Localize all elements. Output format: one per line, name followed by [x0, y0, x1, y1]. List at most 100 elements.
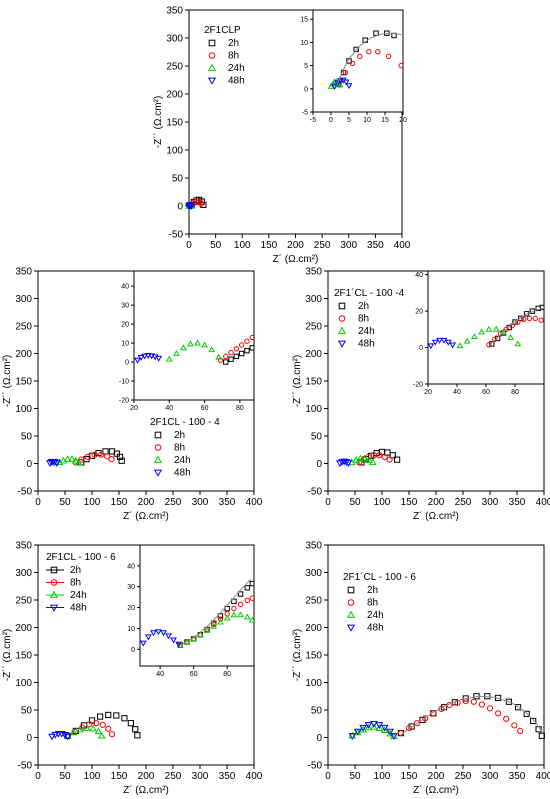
x-tick-label: 5	[347, 117, 351, 124]
x-tick-label: 400	[246, 497, 263, 508]
y-tick-label: 0	[131, 647, 135, 654]
point-24h	[356, 454, 365, 462]
point-48h	[431, 339, 439, 346]
inset-data	[140, 579, 254, 648]
point-8h	[105, 725, 112, 732]
point-48h	[46, 460, 54, 467]
x-tick-label: 300	[340, 240, 357, 251]
y-tick-label: 350	[166, 6, 183, 17]
point-8h	[244, 597, 250, 603]
x-tick-label: 150	[401, 771, 418, 782]
point-2h	[494, 335, 501, 342]
point-8h	[381, 453, 388, 460]
y-tick-label: 50	[21, 706, 33, 717]
point-8h	[492, 336, 498, 343]
legend-title: 2F1´CL - 100 - 6	[343, 571, 416, 583]
point-2h	[238, 350, 245, 357]
point-24h	[187, 340, 194, 347]
point-48h	[334, 80, 341, 87]
legend-marker-24h	[337, 326, 347, 334]
legend-label-2h: 2h	[228, 38, 239, 49]
y-tick-label: 0	[26, 733, 32, 744]
point-48h	[165, 633, 172, 640]
point-8h	[405, 725, 413, 732]
point-8h	[470, 698, 477, 705]
point-8h	[238, 342, 245, 348]
legend-label-2h: 2h	[174, 430, 185, 441]
series-8h-inset	[217, 334, 254, 363]
point-2h	[237, 591, 244, 597]
point-48h	[440, 337, 448, 344]
y-tick-label: 300	[305, 294, 322, 305]
legend-marker-48h	[49, 604, 59, 612]
legend-label-2h: 2h	[367, 585, 378, 596]
point-48h	[345, 83, 353, 90]
inset-frame	[312, 9, 404, 113]
point-24h	[364, 723, 373, 731]
x-tick-label: 250	[165, 771, 182, 782]
point-24h	[203, 627, 211, 633]
point-2h	[451, 699, 458, 706]
x-tick-label: 200	[428, 497, 445, 508]
point-24h	[172, 349, 180, 356]
point-24h	[370, 723, 378, 730]
point-24h	[248, 616, 254, 623]
point-8h	[532, 315, 538, 322]
x-tick-label: 350	[367, 240, 384, 251]
x-tick-label: 0	[325, 771, 331, 782]
point-48h	[51, 732, 60, 739]
x-tick-label: 50	[210, 240, 222, 251]
point-48h	[370, 721, 378, 728]
point-48h	[134, 357, 141, 364]
point-24h	[223, 614, 231, 621]
inset-data	[327, 30, 403, 91]
point-24h	[180, 344, 187, 351]
point-24h	[478, 328, 486, 335]
y-tick-label: 350	[305, 541, 322, 552]
point-48h	[144, 353, 152, 359]
point-24h	[336, 81, 344, 88]
legend-label-8h: 8h	[228, 51, 239, 62]
inset-data	[134, 334, 254, 365]
point-8h	[385, 53, 392, 60]
x-tick-label: 300	[192, 771, 209, 782]
point-24h	[165, 355, 173, 362]
point-2h	[530, 717, 537, 725]
x-tick-label: 15	[381, 117, 389, 124]
legend-marker-8h	[154, 444, 162, 451]
point-48h	[150, 630, 157, 637]
point-24h	[201, 341, 208, 348]
y-tick-label: 250	[166, 62, 183, 73]
series-48h-inset	[331, 77, 353, 91]
legend-title: 2F1CL - 100 - 4	[150, 417, 220, 428]
y-tick-label: 0	[316, 733, 322, 744]
point-8h	[495, 710, 502, 717]
y-tick-label: 5	[304, 63, 308, 70]
y-tick-label: 100	[15, 678, 32, 689]
series-8h-inset	[486, 315, 544, 348]
x-tick-label: 10	[363, 117, 371, 124]
series-48h-inset	[140, 629, 182, 648]
point-24h	[230, 611, 238, 618]
point-2h	[523, 710, 530, 717]
y-tick-label: 150	[15, 651, 32, 662]
x-tick-label: 200	[428, 771, 445, 782]
point-48h	[63, 733, 72, 741]
y-tick-label: 40	[121, 284, 129, 291]
x-tick-label: 50	[59, 771, 71, 782]
inset-fit-curve	[488, 307, 544, 347]
y-tick-label: 0	[26, 459, 32, 470]
point-8h	[91, 451, 98, 458]
x-tick-label: 250	[165, 497, 182, 508]
y-tick-label: 250	[305, 596, 322, 607]
point-2h	[353, 46, 359, 53]
point-24h	[368, 458, 377, 466]
legend-title: 2F1´CL - 100 -4	[334, 287, 405, 299]
x-tick-label: 300	[482, 771, 499, 782]
x-tick-label: 0	[186, 240, 192, 251]
inset-frame	[133, 270, 255, 401]
y-tick-label: 150	[305, 651, 322, 662]
legend-marker-48h	[207, 77, 217, 85]
